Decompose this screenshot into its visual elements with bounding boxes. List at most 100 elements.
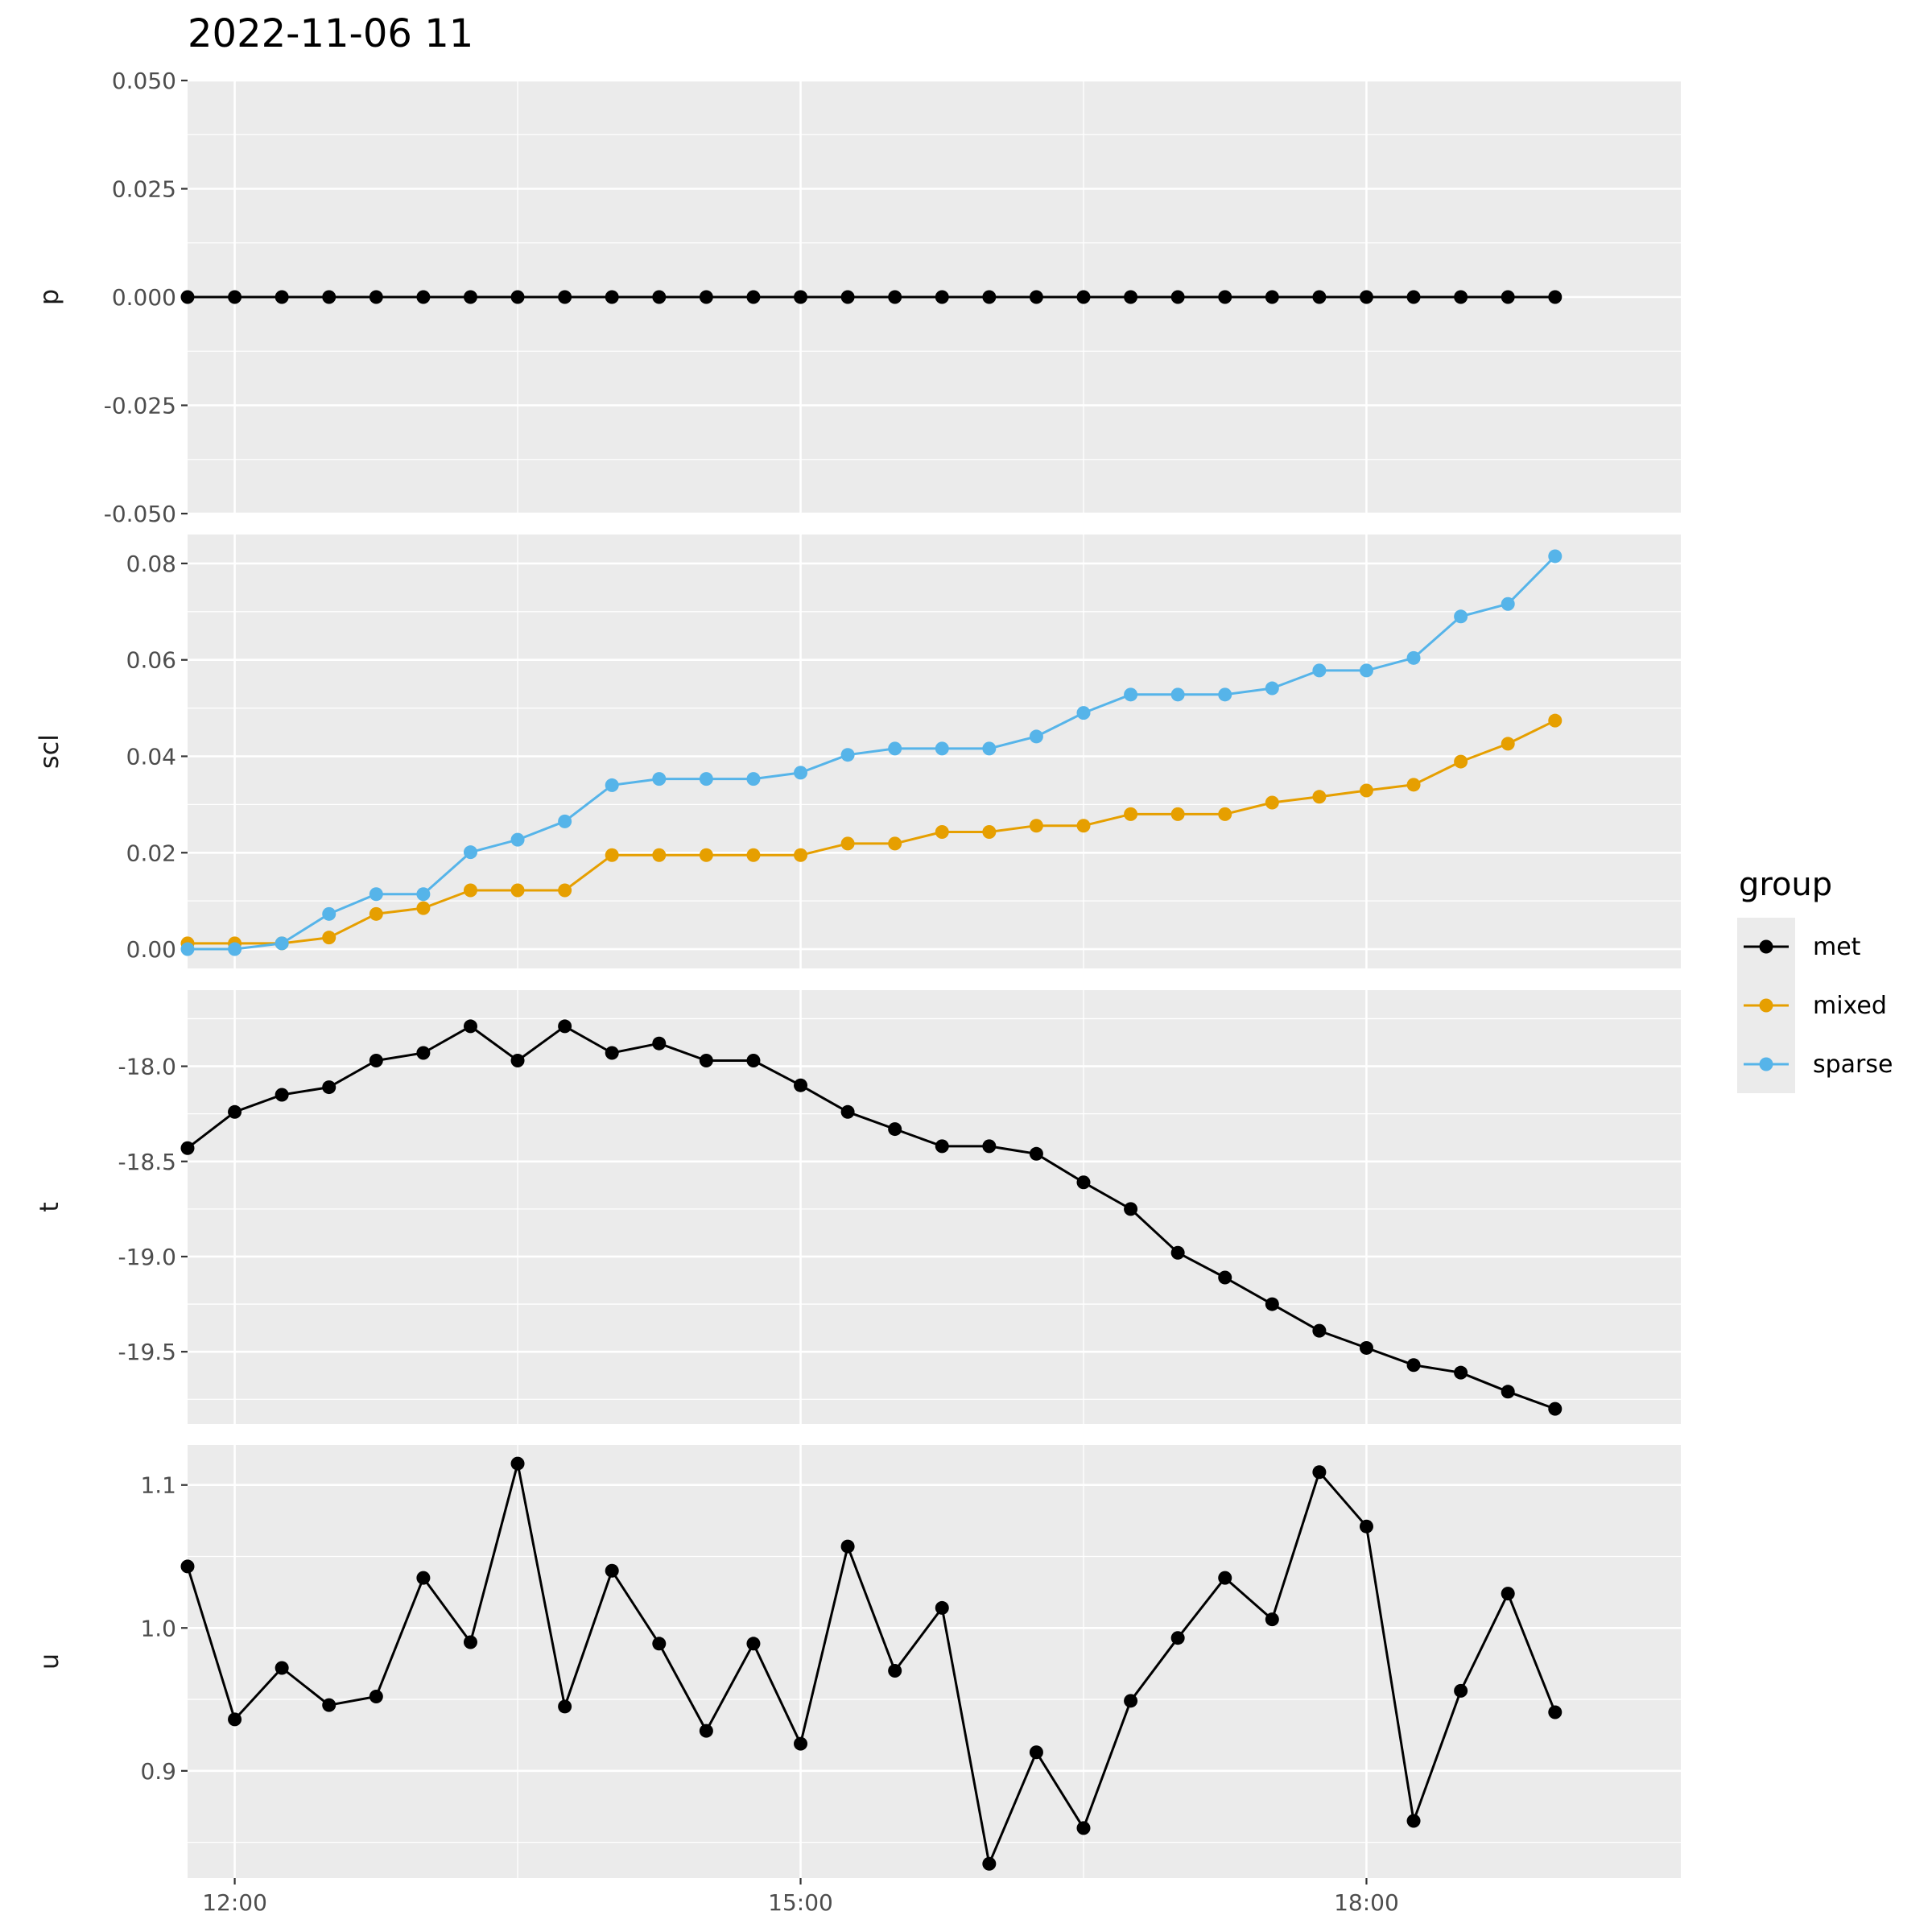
data-point-mixed	[1124, 807, 1138, 821]
data-point-met	[888, 290, 902, 304]
data-point-sparse	[888, 741, 902, 756]
data-point-sparse	[416, 887, 431, 902]
data-point-met	[1265, 1297, 1279, 1311]
data-point-sparse	[699, 772, 713, 786]
data-point-met	[416, 290, 431, 304]
data-point-sparse	[510, 832, 525, 847]
data-point-met	[463, 290, 477, 304]
y-tick-label: 0.02	[126, 840, 176, 866]
data-point-met	[180, 1141, 195, 1155]
data-point-met	[1501, 1587, 1515, 1601]
data-point-met	[1124, 290, 1138, 304]
data-point-met	[699, 290, 713, 304]
data-point-met	[1454, 1365, 1468, 1380]
data-point-met	[1454, 290, 1468, 304]
data-point-sparse	[369, 887, 383, 902]
y-tick-label: 1.0	[140, 1615, 176, 1641]
data-point-met	[228, 1712, 242, 1727]
data-point-met	[416, 1046, 431, 1060]
data-point-met	[510, 1053, 525, 1067]
legend-key-point	[1759, 939, 1773, 954]
data-point-mixed	[699, 848, 713, 862]
data-point-sparse	[746, 772, 761, 786]
panel-background	[188, 535, 1681, 968]
data-point-sparse	[1029, 729, 1043, 744]
data-point-met	[1170, 1631, 1185, 1645]
data-point-mixed	[605, 848, 619, 862]
data-point-sparse	[1124, 687, 1138, 702]
data-point-met	[888, 1664, 902, 1678]
data-point-mixed	[1076, 819, 1091, 833]
y-tick-label: 0.000	[112, 284, 176, 311]
data-point-mixed	[1265, 795, 1279, 810]
data-point-met	[275, 290, 289, 304]
data-point-sparse	[1548, 549, 1563, 564]
data-point-met	[1548, 1402, 1563, 1416]
facet-label-p: p	[34, 289, 64, 305]
data-point-met	[1124, 1694, 1138, 1708]
data-point-sparse	[1170, 687, 1185, 702]
data-point-met	[322, 290, 336, 304]
data-point-met	[228, 290, 242, 304]
data-point-met	[699, 1053, 713, 1067]
data-point-mixed	[558, 883, 572, 898]
data-point-mixed	[1029, 819, 1043, 833]
data-point-sparse	[463, 845, 477, 860]
y-tick-label: 0.04	[126, 743, 176, 770]
y-tick-label: -18.5	[118, 1149, 176, 1175]
data-point-met	[463, 1635, 477, 1649]
y-tick-label: 0.025	[112, 176, 176, 203]
data-point-mixed	[982, 825, 997, 840]
data-point-mixed	[369, 906, 383, 921]
data-point-mixed	[935, 825, 949, 840]
data-point-met	[1265, 290, 1279, 304]
y-tick-label: -0.025	[104, 393, 176, 419]
series-line-mixed	[188, 719, 1556, 945]
data-point-met	[558, 290, 572, 304]
data-point-met	[369, 290, 383, 304]
data-point-met	[652, 290, 667, 304]
data-point-met	[1406, 290, 1421, 304]
data-point-met	[180, 290, 195, 304]
legend-label: sparse	[1813, 1051, 1893, 1079]
data-point-met	[982, 1139, 997, 1154]
data-point-sparse	[558, 814, 572, 828]
data-point-met	[322, 1080, 336, 1095]
y-tick-label: -19.0	[118, 1244, 176, 1270]
data-point-mixed	[1548, 713, 1563, 728]
data-point-met	[228, 1104, 242, 1119]
data-point-met	[510, 1456, 525, 1471]
data-point-met	[982, 290, 997, 304]
data-point-sparse	[1454, 609, 1468, 624]
legend: group met mixed sparse	[1737, 866, 1893, 1093]
facet-label-t: t	[34, 1202, 64, 1212]
series-line-met	[186, 1462, 1557, 1865]
data-point-sparse	[228, 942, 242, 956]
y-tick-label: 0.06	[126, 647, 176, 674]
data-point-met	[1218, 290, 1232, 304]
data-point-sparse	[605, 778, 619, 792]
data-point-met	[746, 1637, 761, 1651]
legend-label: met	[1813, 933, 1861, 961]
data-point-sparse	[275, 936, 289, 951]
data-point-met	[605, 1046, 619, 1060]
data-point-met	[558, 1019, 572, 1034]
x-tick-label: 18:00	[1334, 1889, 1399, 1916]
x-tick-label: 12:00	[202, 1889, 267, 1916]
facet-label-scl: scl	[34, 734, 64, 769]
data-point-met	[1076, 1175, 1091, 1190]
data-point-sparse	[1359, 663, 1373, 678]
data-point-met	[1406, 1814, 1421, 1828]
data-point-mixed	[794, 848, 808, 862]
data-point-met	[935, 1600, 949, 1615]
data-point-mixed	[1454, 754, 1468, 769]
data-point-met	[369, 1053, 383, 1067]
data-point-met	[1359, 1519, 1373, 1534]
data-point-met	[1265, 1612, 1279, 1627]
facet-panel-p: -0.050 -0.025 0.000 0.025 0.050 p	[34, 68, 1681, 527]
data-point-met	[1218, 1270, 1232, 1285]
legend-item-met: met	[1744, 933, 1861, 961]
legend-key-point	[1759, 1057, 1773, 1071]
data-point-met	[275, 1088, 289, 1102]
data-point-sparse	[935, 741, 949, 756]
